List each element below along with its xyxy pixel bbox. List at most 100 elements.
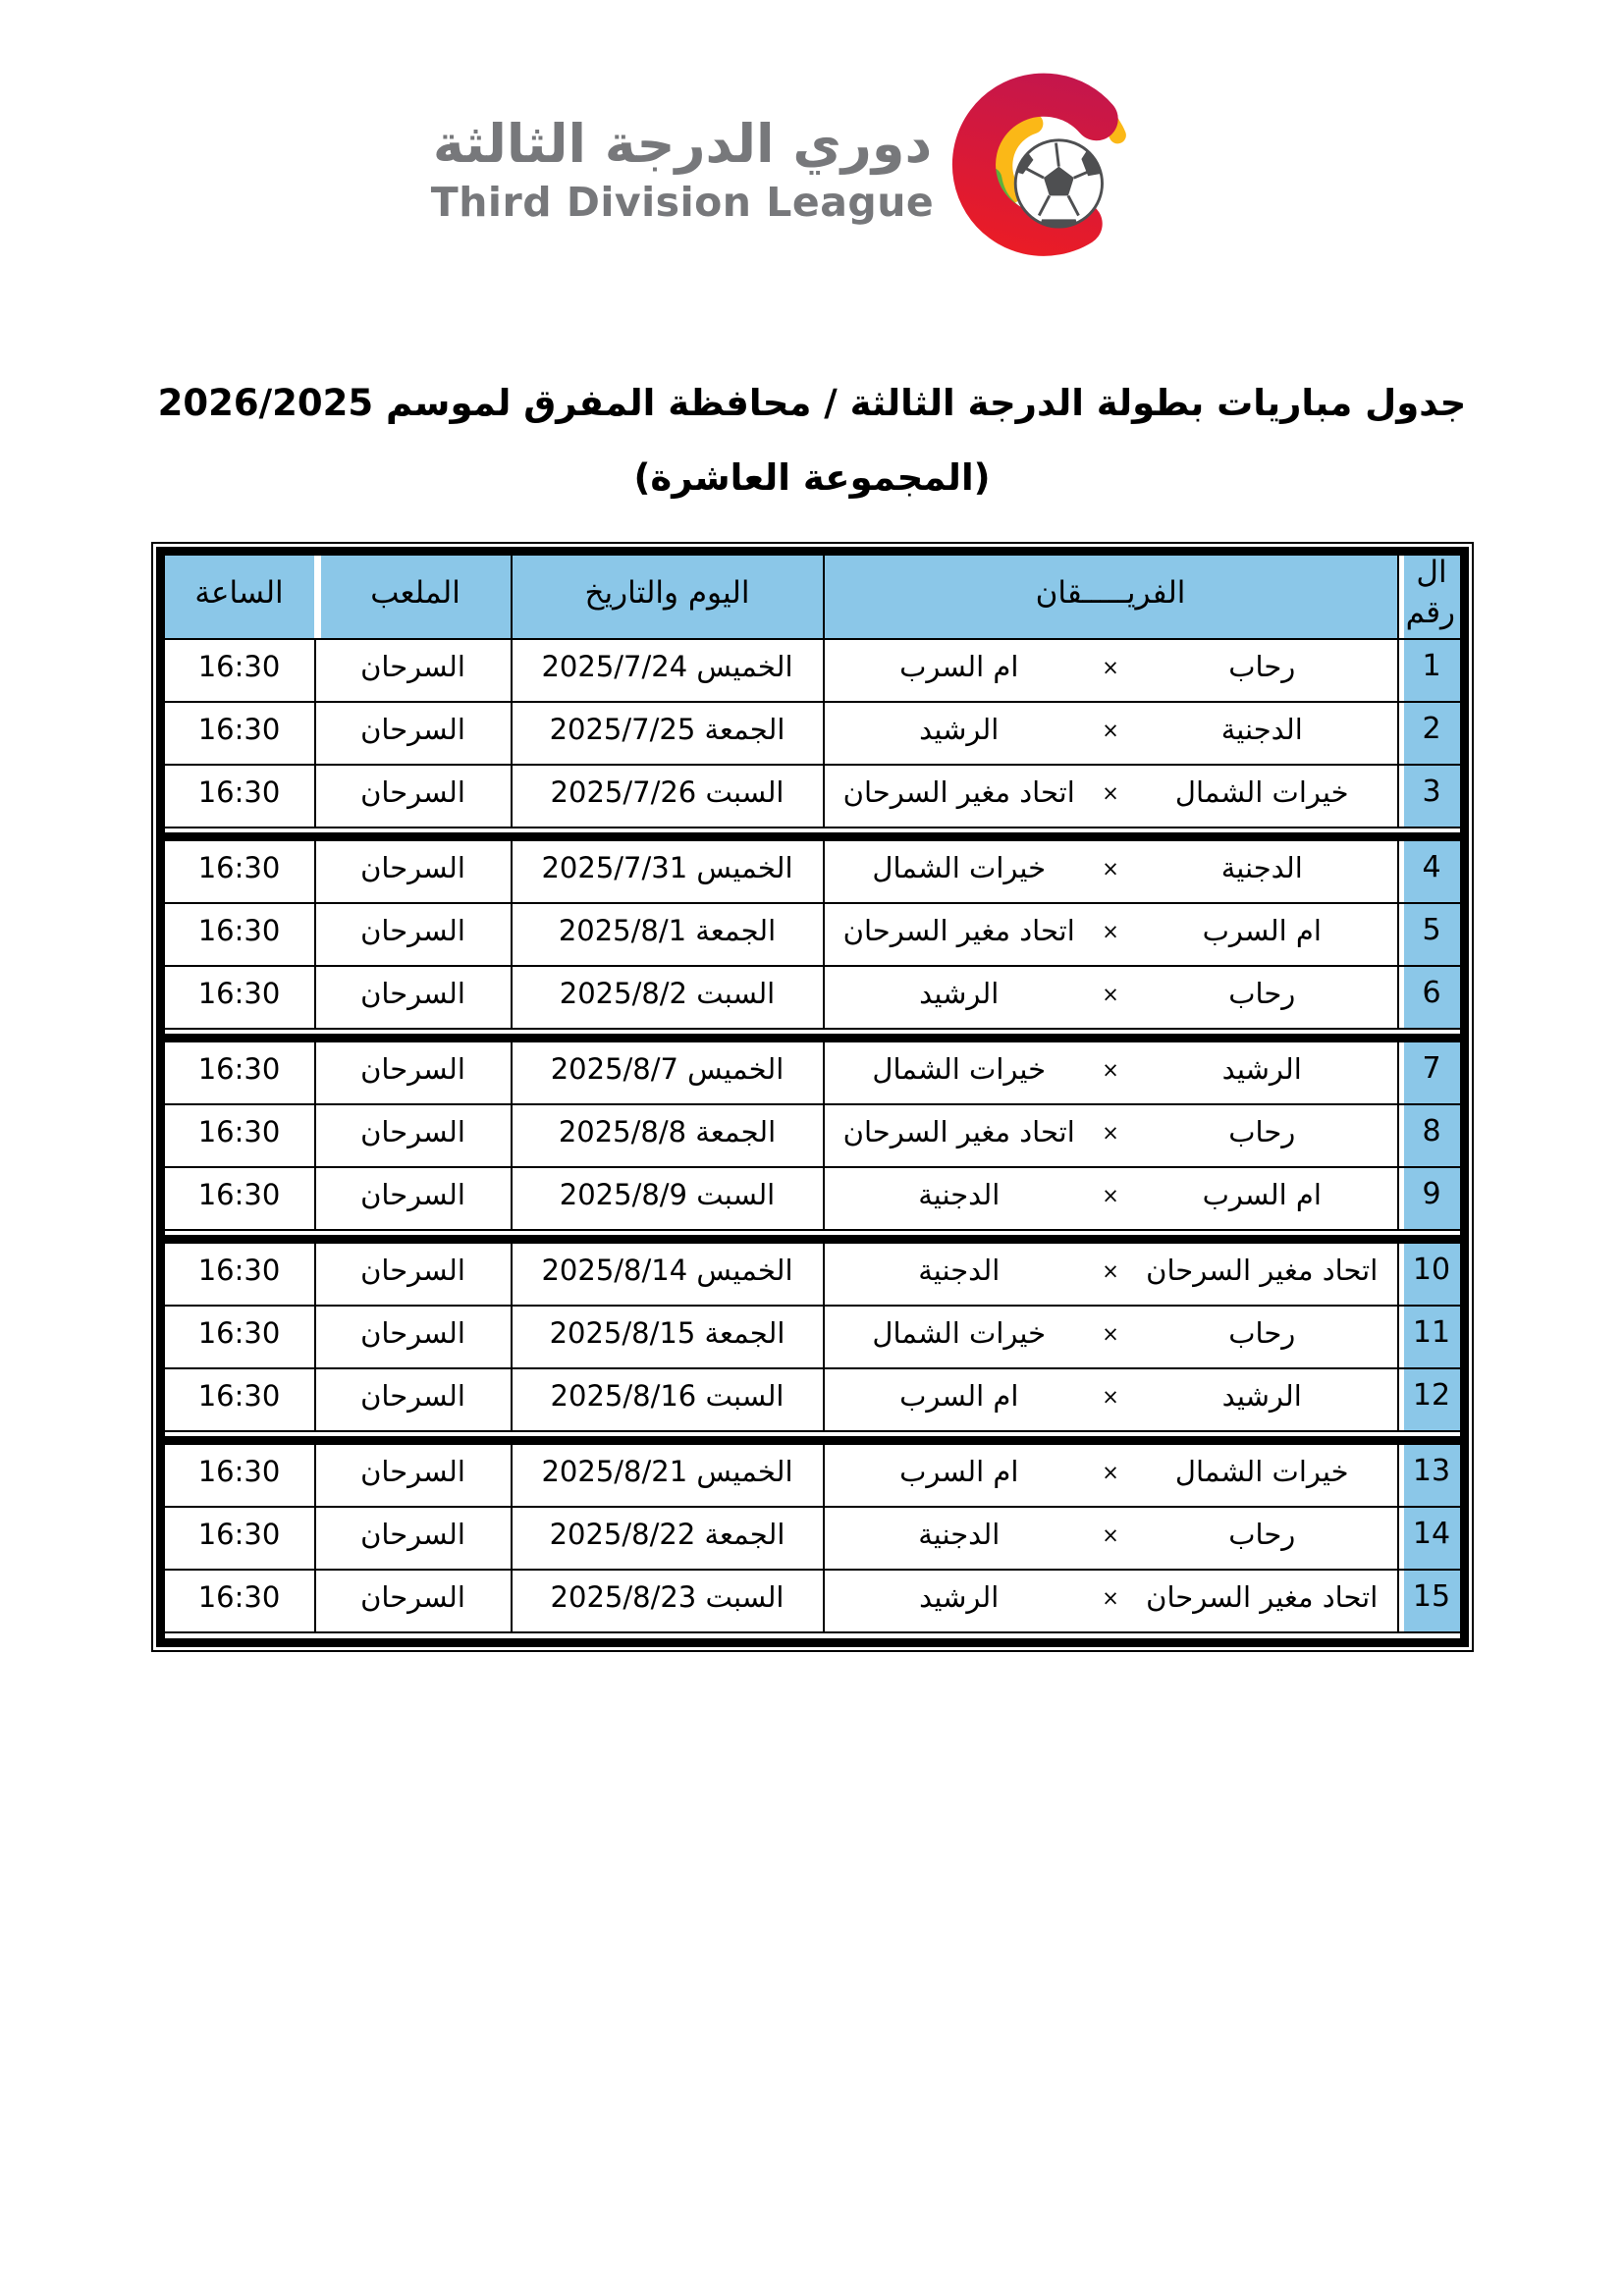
match-date-cell: الجمعة 2025/8/15 (510, 1306, 823, 1367)
match-venue-cell: السرحان (313, 1104, 511, 1166)
home-team: اتحاد مغير السرحان (1146, 1579, 1379, 1614)
vs-mark: × (1102, 1120, 1119, 1145)
match-teams-cell: الرشيد × ام السرب (822, 1368, 1397, 1430)
match-date: الجمعة 2025/8/8 (558, 1114, 777, 1148)
league-logo-text: دوري الدرجة الثالثة Third Division Leagu… (431, 113, 934, 226)
match-venue-cell: السرحان (313, 1368, 511, 1430)
match-venue: السرحان (360, 976, 465, 1010)
away-team: الرشيد (919, 1579, 1000, 1614)
match-time: 16:30 (197, 1114, 281, 1148)
match-row: 5 ام السرب × اتحاد مغير السرحان الجمعة 2… (164, 901, 1460, 965)
match-date-cell: الخميس 2025/7/31 (510, 840, 823, 902)
match-date-cell: الجمعة 2025/7/25 (510, 702, 823, 764)
match-week-group: 4 الدجنية × خيرات الشمال الخميس 2025/7/3… (164, 840, 1460, 1028)
match-time-cell: 16:30 (165, 841, 314, 902)
match-date: الجمعة 2025/8/22 (549, 1517, 785, 1551)
home-team: خيرات الشمال (1174, 774, 1349, 809)
match-teams-cell: رحاب × اتحاد مغير السرحان (822, 1104, 1397, 1166)
match-number: 15 (1412, 1579, 1451, 1614)
match-week-group: 1 رحاب × ام السرب الخميس 2025/7/24 السرح… (164, 639, 1460, 827)
table-header-row: ال رقم الفريـــــقان اليوم والتاريخ المل… (164, 555, 1460, 640)
match-date-cell: الجمعة 2025/8/1 (510, 903, 823, 965)
home-team: رحاب (1228, 1315, 1296, 1350)
column-gap (1396, 1306, 1404, 1367)
match-venue-cell: السرحان (313, 702, 511, 764)
match-date: السبت 2025/8/9 (559, 1177, 776, 1211)
match-date: الخميس 2025/8/21 (541, 1454, 793, 1488)
match-time-cell: 16:30 (165, 1042, 314, 1103)
match-number: 13 (1412, 1454, 1451, 1488)
match-venue-cell: السرحان (313, 1507, 511, 1569)
vs-mark: × (1102, 718, 1119, 742)
match-number-cell: 10 (1403, 1243, 1460, 1305)
column-gap (1396, 765, 1404, 827)
match-row: 11 رحاب × خيرات الشمال الجمعة 2025/8/15 … (164, 1304, 1460, 1367)
vs-mark: × (1102, 982, 1119, 1006)
match-row: 15 اتحاد مغير السرحان × الرشيد السبت 202… (164, 1568, 1460, 1631)
away-team: اتحاد مغير السرحان (842, 913, 1075, 947)
match-teams-cell: الدجنية × الرشيد (822, 702, 1397, 764)
match-time-cell: 16:30 (165, 1307, 314, 1367)
column-gap (1396, 639, 1404, 701)
match-time-cell: 16:30 (165, 1445, 314, 1506)
column-gap (1396, 840, 1404, 902)
match-venue: السرحان (360, 649, 465, 683)
match-time-cell: 16:30 (165, 1571, 314, 1631)
match-date-cell: الخميس 2025/8/14 (510, 1243, 823, 1305)
match-row: 9 ام السرب × الدجنية السبت 2025/8/9 السر… (164, 1165, 1460, 1229)
away-team: الدجنية (918, 1253, 1001, 1287)
match-date-cell: الخميس 2025/7/24 (510, 639, 823, 701)
away-team: ام السرب (899, 649, 1019, 683)
match-venue-cell: السرحان (313, 1243, 511, 1305)
match-time: 16:30 (197, 1579, 281, 1614)
match-time: 16:30 (197, 913, 281, 947)
group-separator (164, 1228, 1460, 1244)
vs-mark: × (1102, 1321, 1119, 1346)
match-number: 3 (1422, 774, 1441, 809)
match-date-cell: السبت 2025/8/9 (510, 1167, 823, 1229)
match-teams-cell: الدجنية × خيرات الشمال (822, 840, 1397, 902)
column-gap (1396, 903, 1404, 965)
match-time-cell: 16:30 (165, 967, 314, 1028)
away-team: اتحاد مغير السرحان (842, 774, 1075, 809)
match-teams-cell: ام السرب × الدجنية (822, 1167, 1397, 1229)
match-time-cell: 16:30 (165, 640, 314, 701)
header-datetime: اليوم والتاريخ (510, 555, 823, 638)
match-number-cell: 2 (1403, 702, 1460, 764)
match-row: 14 رحاب × الدجنية الجمعة 2025/8/22 السرح… (164, 1505, 1460, 1569)
home-team: رحاب (1228, 649, 1296, 683)
match-date: الخميس 2025/7/31 (541, 850, 793, 884)
away-team: خيرات الشمال (872, 1051, 1047, 1086)
match-number: 10 (1412, 1253, 1451, 1287)
away-team: الدجنية (918, 1517, 1001, 1551)
vs-mark: × (1102, 1258, 1119, 1283)
match-teams-cell: رحاب × خيرات الشمال (822, 1306, 1397, 1367)
match-row: 12 الرشيد × ام السرب السبت 2025/8/16 الس… (164, 1366, 1460, 1430)
match-number: 11 (1412, 1315, 1451, 1350)
home-team: ام السرب (1202, 913, 1322, 947)
match-time: 16:30 (197, 1517, 281, 1551)
match-time-cell: 16:30 (165, 1244, 314, 1305)
match-venue-cell: السرحان (313, 1167, 511, 1229)
away-team: ام السرب (899, 1454, 1019, 1488)
match-date: الجمعة 2025/8/15 (549, 1315, 785, 1350)
match-week-group: 7 الرشيد × خيرات الشمال الخميس 2025/8/7 … (164, 1041, 1460, 1229)
match-number: 6 (1422, 976, 1441, 1010)
match-venue-cell: السرحان (313, 1570, 511, 1631)
match-venue: السرحان (360, 1114, 465, 1148)
match-venue: السرحان (360, 712, 465, 746)
match-time-cell: 16:30 (165, 1369, 314, 1430)
away-team: خيرات الشمال (872, 1315, 1047, 1350)
match-teams-cell: خيرات الشمال × اتحاد مغير السرحان (822, 765, 1397, 827)
match-date: الخميس 2025/7/24 (541, 649, 793, 683)
header-venue: الملعب (313, 555, 511, 638)
match-date: السبت 2025/8/23 (550, 1579, 785, 1614)
match-date-cell: الخميس 2025/8/21 (510, 1444, 823, 1506)
match-row: 1 رحاب × ام السرب الخميس 2025/7/24 السرح… (165, 639, 1460, 701)
match-teams-cell: ام السرب × اتحاد مغير السرحان (822, 903, 1397, 965)
match-number-cell: 13 (1403, 1444, 1460, 1506)
match-number-cell: 11 (1403, 1306, 1460, 1367)
match-venue: السرحان (360, 1454, 465, 1488)
away-team: الرشيد (919, 976, 1000, 1010)
